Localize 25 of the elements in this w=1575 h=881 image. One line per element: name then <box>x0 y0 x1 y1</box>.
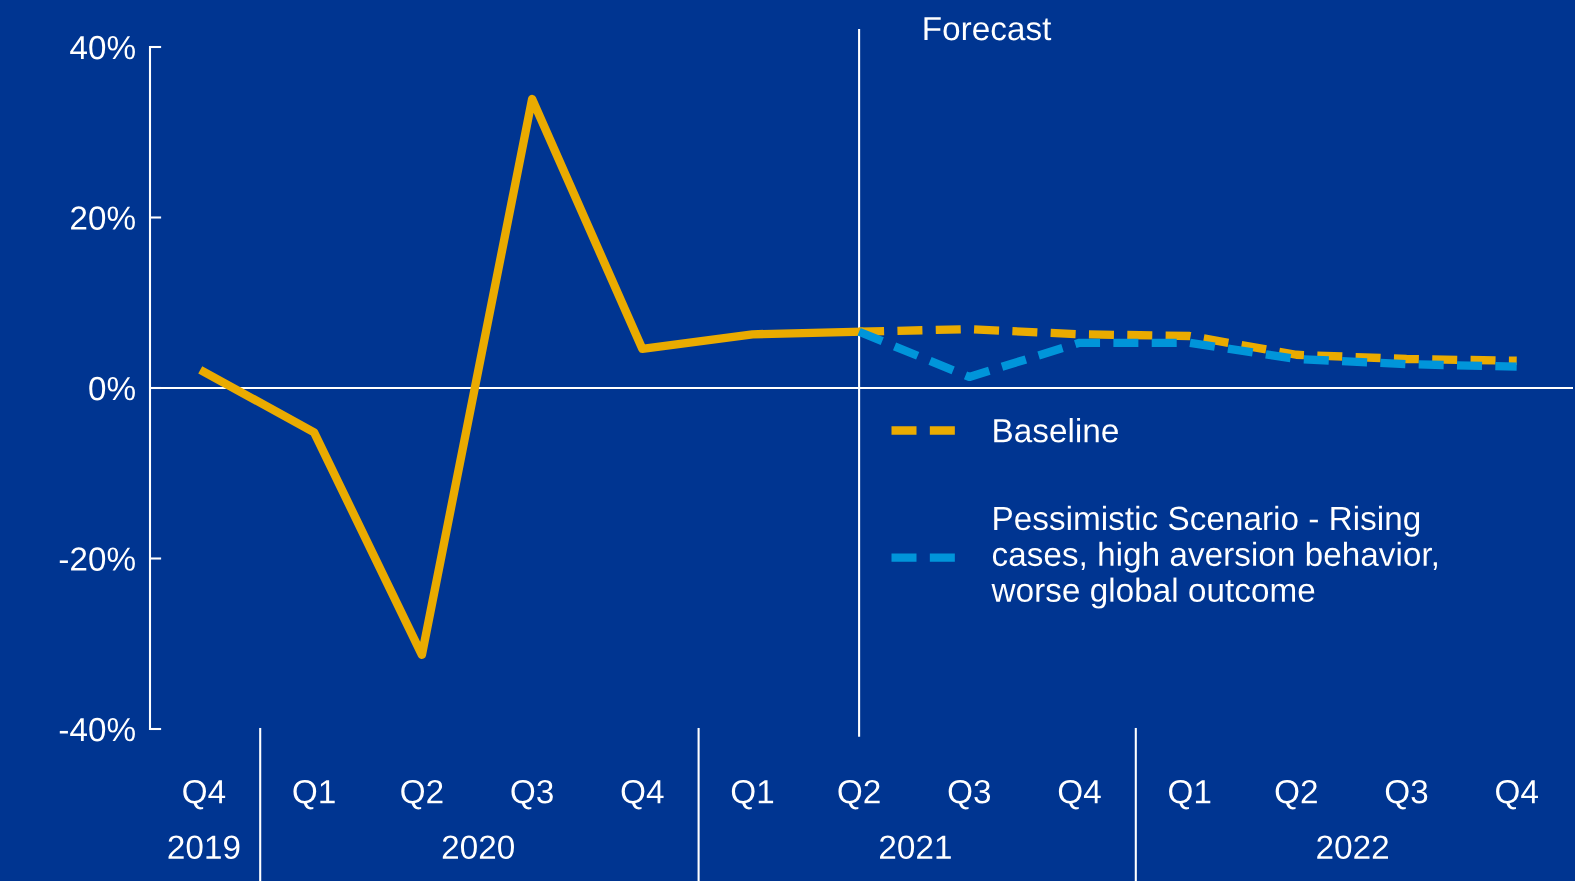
y-tick-label: 40% <box>70 35 135 60</box>
x2-tick-label: 2022 <box>1317 835 1389 860</box>
x-tick-label: Q2 <box>1275 779 1317 810</box>
x-tick-label: Q1 <box>1169 779 1211 810</box>
x-tick-label: Q4 <box>621 779 664 810</box>
x-tick-label: Q4 <box>1058 779 1101 810</box>
legend-label: Pessimistic Scenario - Rising cases, high aversion behavior, worse global outcome <box>991 505 1437 609</box>
x-tick-label: Q3 <box>948 779 991 810</box>
x2-tick-label: 2020 <box>442 835 514 860</box>
x-tick-label: Q4 <box>1496 779 1538 810</box>
x-tick-label: Q1 <box>731 779 774 810</box>
y-tick-label: 20% <box>71 206 135 230</box>
y-tick-label: -40% <box>59 717 135 742</box>
legend-label: Baseline <box>994 418 1118 443</box>
x-tick-label: Q3 <box>511 779 553 810</box>
ref-line-label: Forecast <box>924 17 1052 41</box>
x-tick-label: Q2 <box>401 779 443 810</box>
x-tick-label: Q4 <box>183 779 226 810</box>
x-tick-label: Q2 <box>838 779 880 810</box>
x-tick-label: Q3 <box>1385 779 1428 810</box>
x2-tick-label: 2021 <box>880 835 951 860</box>
y-tick-label: 0% <box>89 376 135 401</box>
x2-tick-label: 2019 <box>168 835 240 860</box>
x-tick-label: Q1 <box>293 779 335 810</box>
y-tick-label: -20% <box>59 547 135 571</box>
